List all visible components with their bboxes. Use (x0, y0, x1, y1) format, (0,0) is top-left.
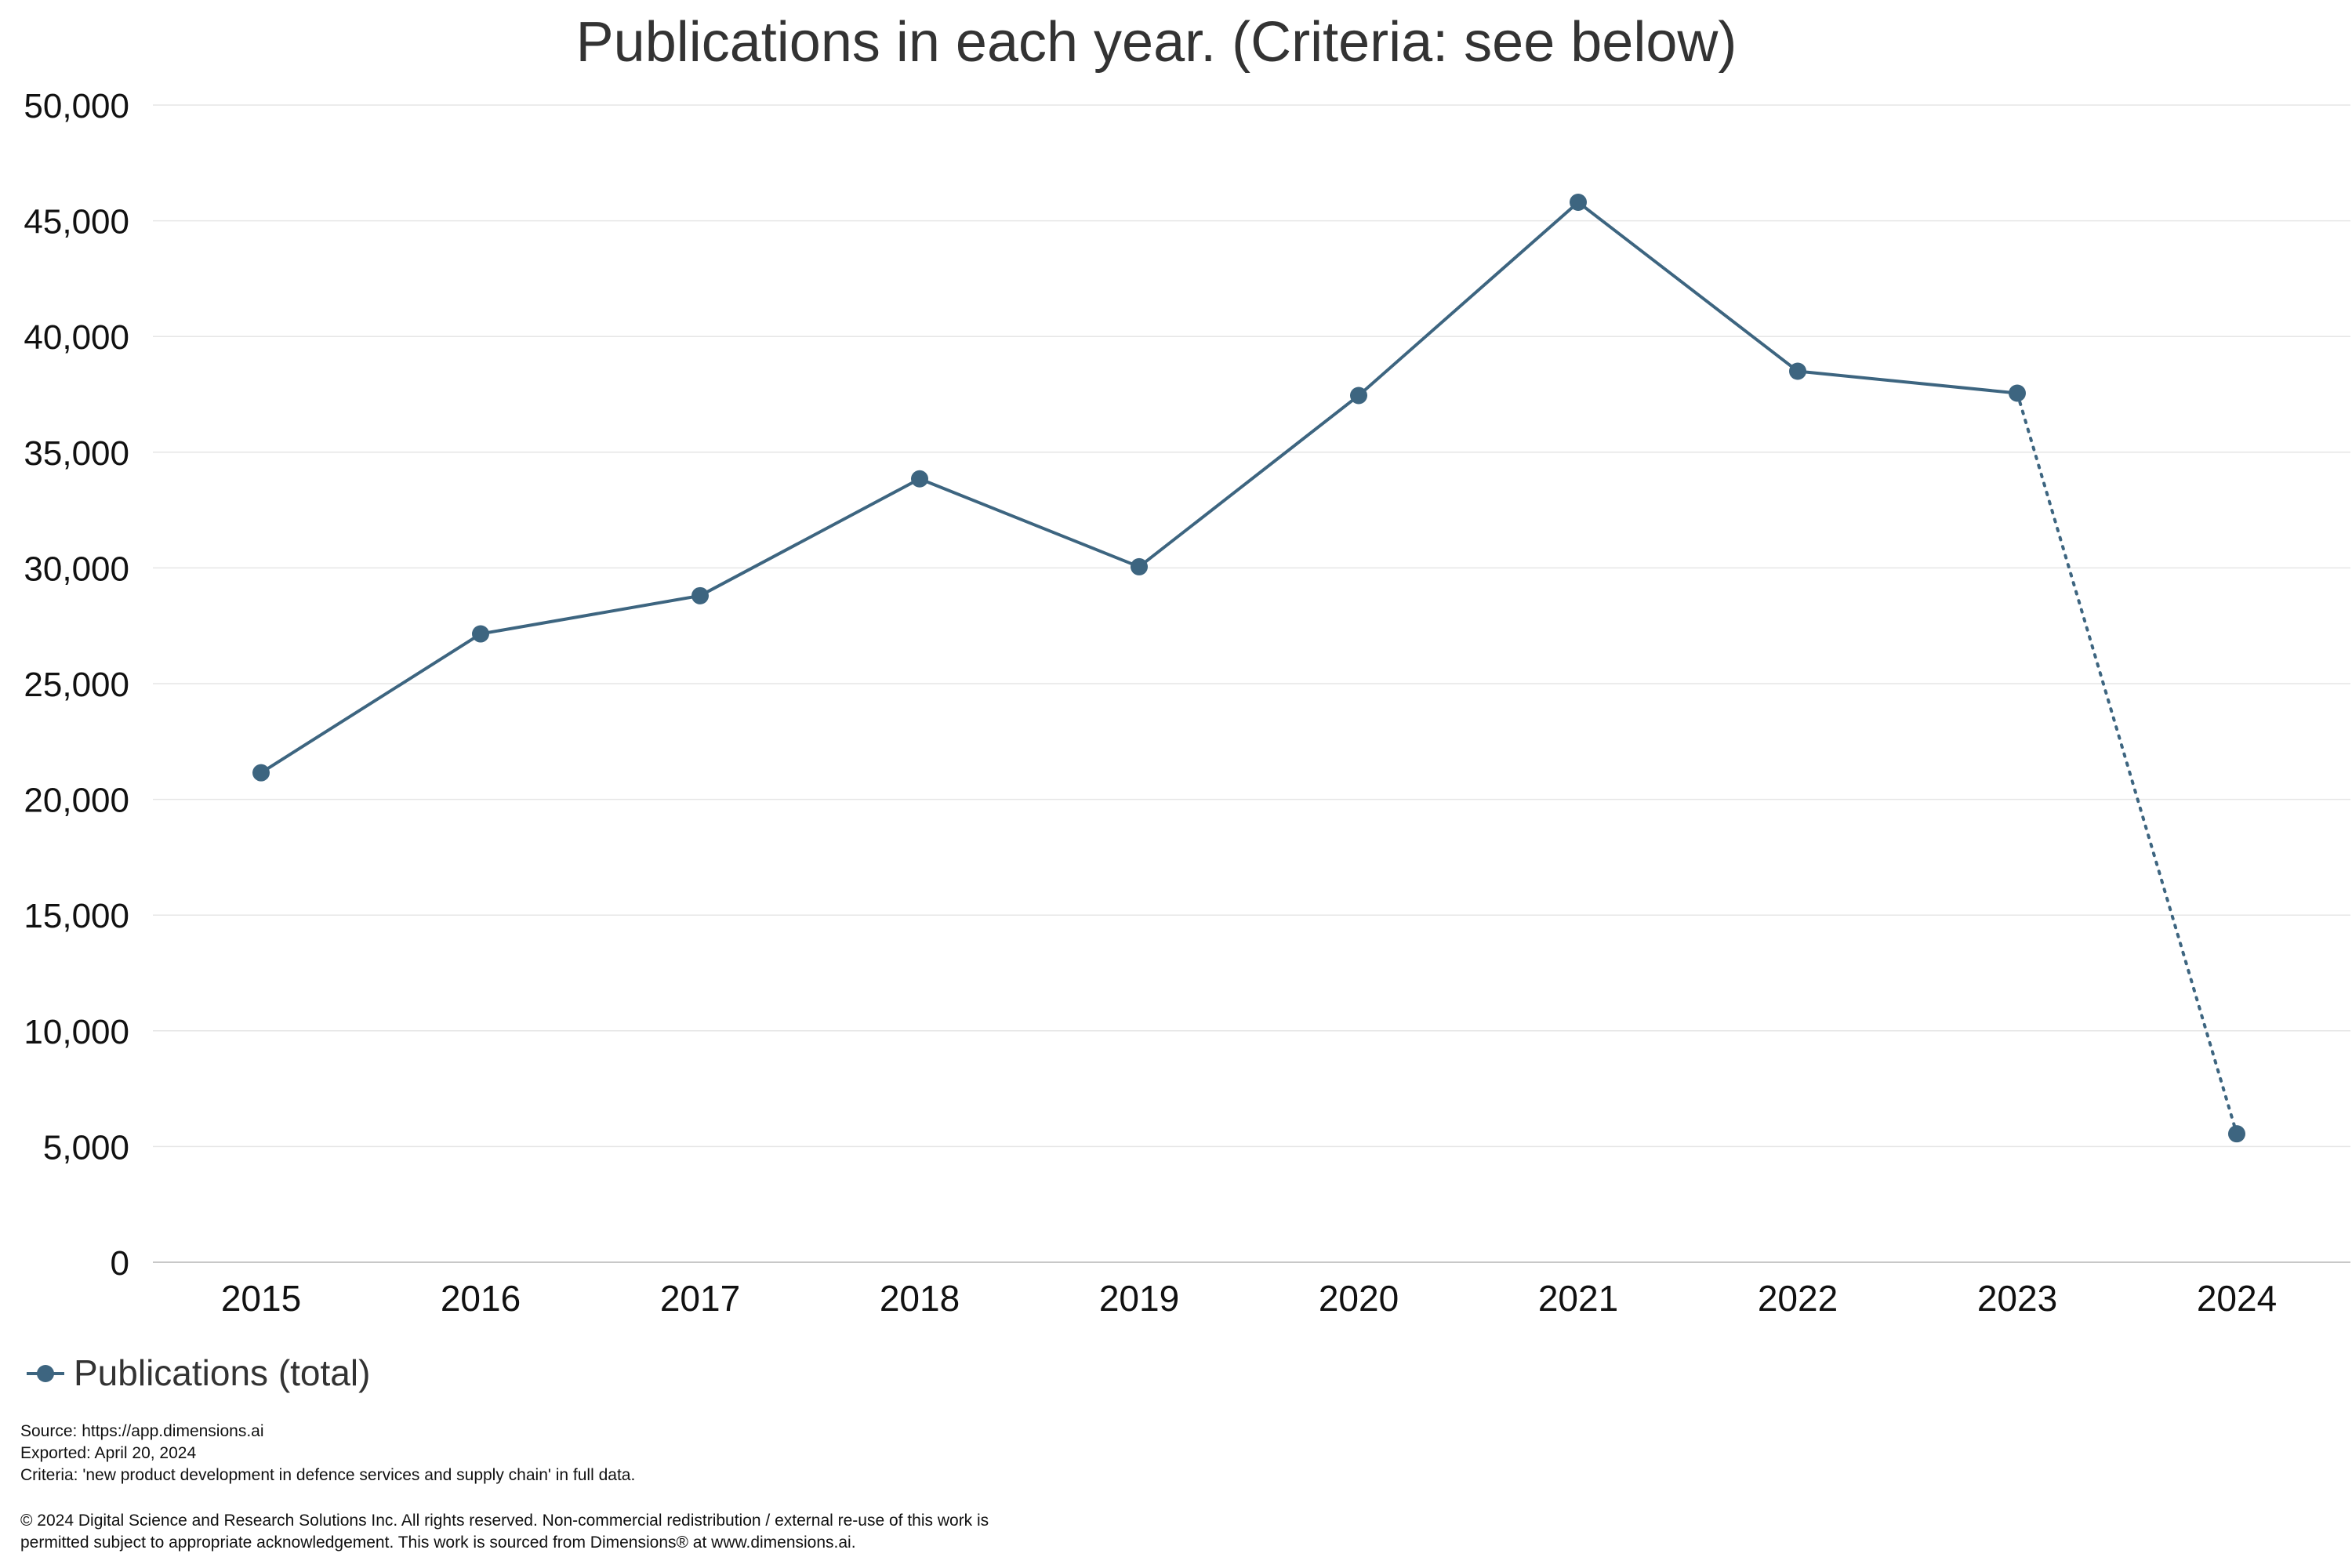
data-point[interactable] (691, 586, 709, 604)
footer-info: Source: https://app.dimensions.ai Export… (20, 1421, 635, 1486)
y-tick-label: 30,000 (24, 550, 129, 588)
data-point[interactable] (911, 470, 928, 488)
x-tick-label: 2016 (441, 1278, 521, 1319)
x-tick-label: 2024 (2197, 1278, 2277, 1319)
y-tick-label: 15,000 (24, 897, 129, 935)
chart-title: Publications in each year. (Criteria: se… (576, 11, 1737, 74)
y-tick-label: 35,000 (24, 434, 129, 473)
data-point[interactable] (2228, 1125, 2245, 1143)
data-point[interactable] (1789, 362, 1806, 380)
data-point[interactable] (1131, 557, 1148, 575)
y-tick-label: 0 (111, 1244, 129, 1283)
data-point[interactable] (1570, 193, 1587, 211)
data-point[interactable] (2009, 384, 2026, 402)
legend[interactable]: Publications (total) (27, 1352, 370, 1393)
data-point[interactable] (1350, 387, 1367, 405)
data-point[interactable] (252, 764, 270, 782)
y-tick-label: 50,000 (24, 87, 129, 125)
copyright-line-2: permitted subject to appropriate acknowl… (20, 1534, 856, 1552)
y-tick-label: 5,000 (43, 1128, 129, 1167)
legend-dot-marker (37, 1365, 54, 1382)
source-text: Source: https://app.dimensions.ai (20, 1422, 264, 1440)
x-tick-label: 2022 (1758, 1278, 1838, 1319)
x-tick-label: 2017 (660, 1278, 740, 1319)
data-point[interactable] (472, 625, 489, 643)
series-line-dotted (2016, 391, 2238, 1136)
x-tick-label: 2020 (1319, 1278, 1399, 1319)
legend-label: Publications (total) (74, 1352, 370, 1393)
x-tick-label: 2015 (221, 1278, 301, 1319)
y-tick-label: 45,000 (24, 203, 129, 241)
grid-lines (153, 104, 2350, 1263)
y-tick-label: 25,000 (24, 666, 129, 704)
exported-text: Exported: April 20, 2024 (20, 1444, 197, 1462)
copyright-info: © 2024 Digital Science and Research Solu… (20, 1510, 989, 1554)
series-line-solid (260, 200, 2018, 775)
x-axis-ticks: 2015 2016 2017 2018 2019 2020 2021 2022 2023 2024 (221, 1278, 2277, 1319)
y-axis-ticks: 0 5,000 10,000 15,000 20,000 25,000 30,000 35,0… (24, 87, 129, 1283)
y-tick-label: 10,000 (24, 1013, 129, 1051)
y-tick-label: 40,000 (24, 318, 129, 357)
copyright-line-1: © 2024 Digital Science and Research Solu… (20, 1512, 989, 1530)
x-tick-label: 2019 (1099, 1278, 1179, 1319)
series-publications-total (252, 193, 2245, 1143)
y-tick-label: 20,000 (24, 782, 129, 820)
x-tick-label: 2018 (880, 1278, 960, 1319)
criteria-text: Criteria: 'new product development in de… (20, 1466, 636, 1484)
x-tick-label: 2023 (1977, 1278, 2057, 1319)
x-tick-label: 2021 (1538, 1278, 1618, 1319)
